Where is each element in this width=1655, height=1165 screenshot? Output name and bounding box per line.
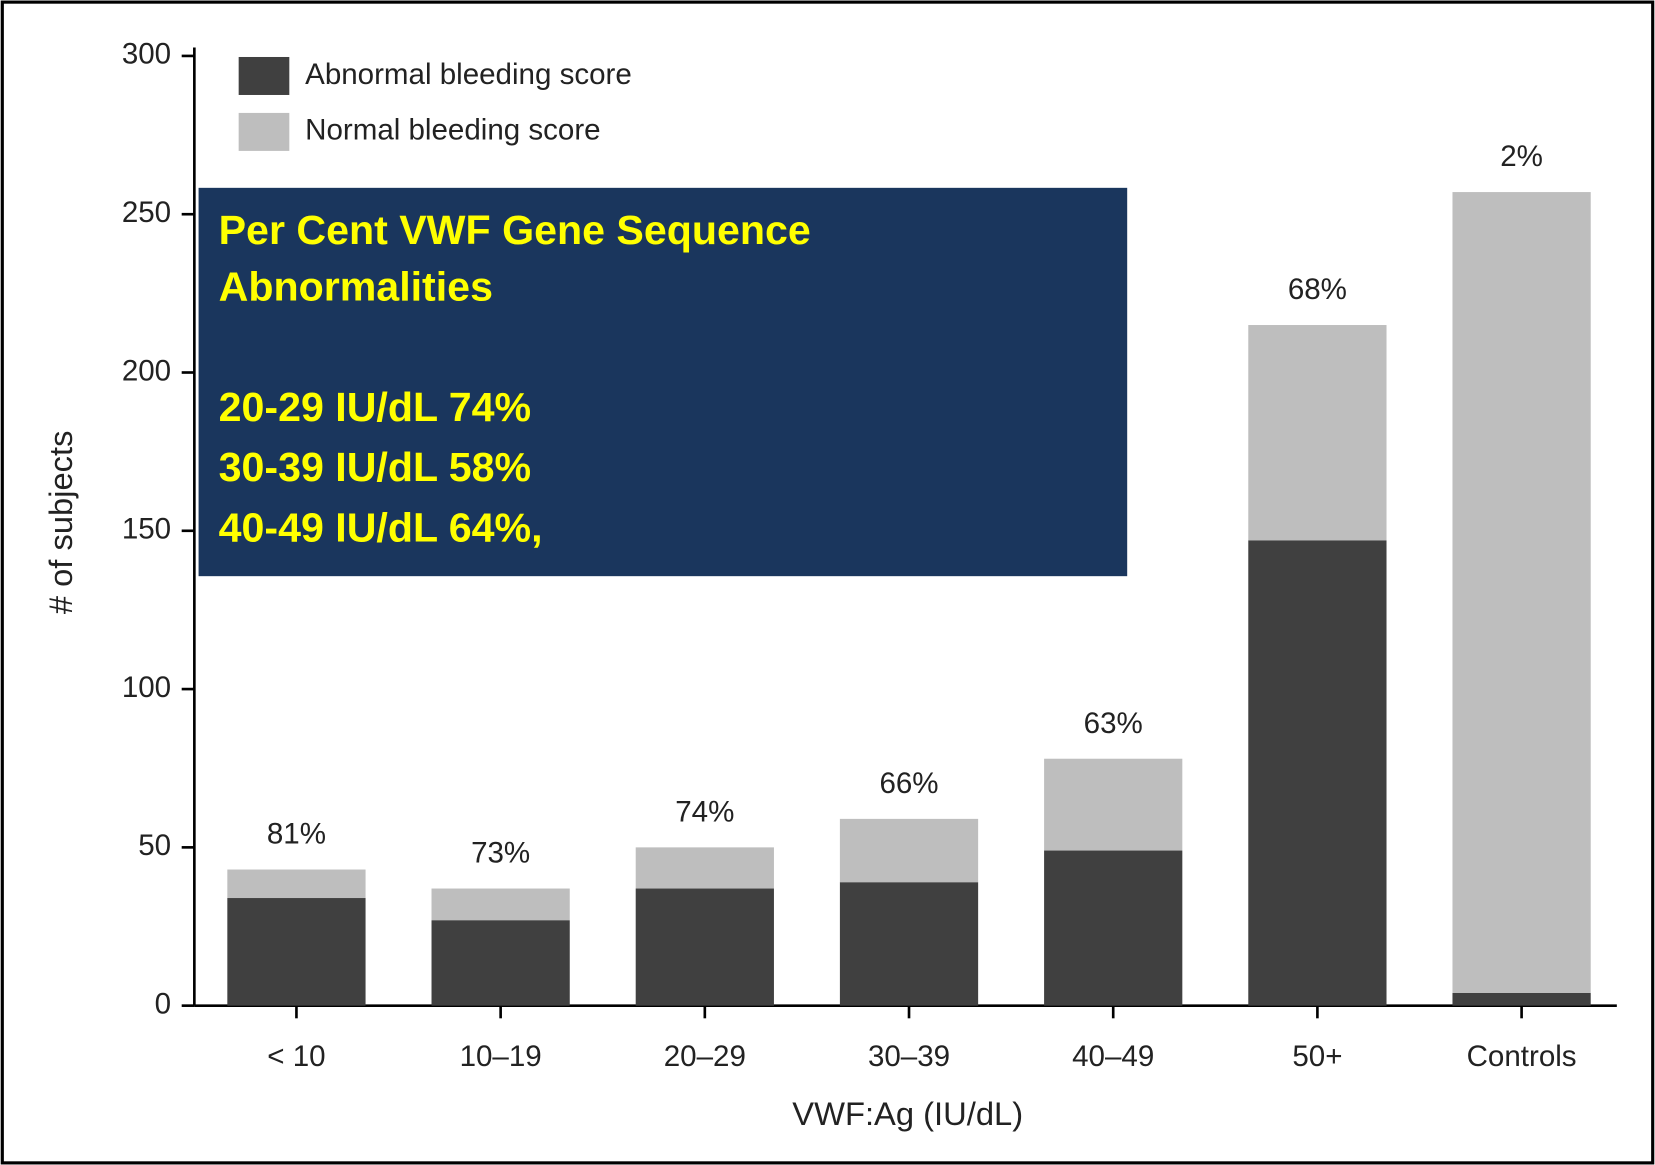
y-tick-label: 300 [122,38,171,71]
overlay-row: 30-39 IU/dL 58% [219,444,532,490]
x-tick-label: 50+ [1292,1040,1342,1073]
bar-label: 68% [1288,273,1347,306]
x-tick-label: 20–29 [664,1040,746,1073]
legend-swatch [238,112,290,151]
y-tick-label: 150 [122,513,171,546]
bar-segment [431,920,570,1006]
bar-segment [839,882,979,1006]
bar-segment [1248,325,1387,541]
overlay-title: Abnormalities [219,264,493,310]
x-tick-label: 30–39 [868,1040,950,1073]
bar-segment [1044,758,1183,851]
y-tick-label: 200 [122,354,171,387]
bar-label: 63% [1084,707,1143,740]
legend-label: Normal bleeding score [305,114,600,147]
bar-segment [227,869,366,899]
bar-segment [1044,850,1183,1006]
y-tick-label: 0 [155,987,171,1020]
overlay-row: 40-49 IU/dL 64%, [219,504,543,550]
y-tick-label: 250 [122,196,171,229]
overlay-title: Per Cent VWF Gene Sequence [219,207,811,253]
y-tick-label: 50 [138,829,171,862]
overlay-row: 20-29 IU/dL 74% [219,384,532,430]
bar-label: 2% [1500,140,1543,173]
bar-segment [1452,992,1591,1006]
bar-segment [635,847,774,889]
bar-label: 81% [267,818,326,851]
bar-segment [839,818,979,883]
x-tick-label: Controls [1467,1040,1577,1073]
y-axis-label: # of subjects [42,431,79,615]
overlay-box [198,187,1128,577]
bar-segment [1248,540,1387,1006]
bar-segment [1452,192,1591,993]
bar-label: 66% [879,767,938,800]
x-axis-label: VWF:Ag (IU/dL) [792,1095,1023,1132]
bar-segment [227,898,366,1006]
bar-label: 73% [471,837,530,870]
bar-segment [635,888,774,1006]
x-tick-label: 10–19 [460,1040,542,1073]
bar-label: 74% [675,795,734,828]
x-tick-label: < 10 [267,1040,325,1073]
x-tick-label: 40–49 [1072,1040,1154,1073]
y-tick-label: 100 [122,671,171,704]
legend-label: Abnormal bleeding score [305,58,632,91]
bar-segment [431,888,570,921]
legend-swatch [238,56,290,95]
